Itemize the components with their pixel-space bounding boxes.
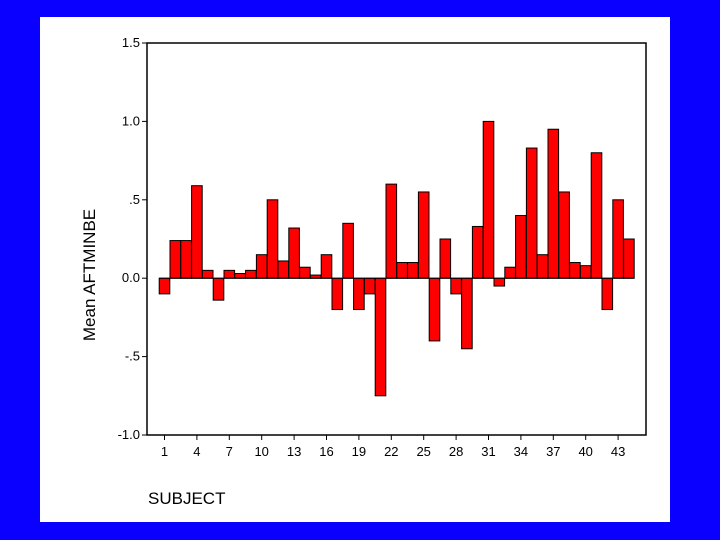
bar-subject-33 [504, 266, 516, 279]
bar-subject-8 [234, 272, 246, 279]
bar-subject-5 [201, 269, 214, 279]
bar-subject-37 [547, 128, 560, 279]
y-tick-label: 1.0 [122, 113, 140, 128]
bar-subject-31 [482, 120, 495, 279]
x-tick-label: 10 [254, 444, 268, 459]
bar-subject-39 [569, 262, 581, 279]
bar-subject-32 [493, 277, 506, 287]
y-axis-label: Mean AFTMINBE [80, 209, 99, 341]
x-tick-label: 19 [352, 444, 366, 459]
y-axis: 1.5 1.0 .5 0.0 -.5 -1.0 [118, 35, 147, 442]
x-tick-label: 1 [161, 444, 168, 459]
bar-subject-25 [417, 191, 430, 279]
bar-subject-12 [277, 260, 290, 279]
bar-subject-20 [363, 277, 376, 295]
bars-group [158, 120, 635, 397]
bar-subject-13 [288, 227, 300, 279]
x-tick-label: 40 [578, 444, 592, 459]
x-tick-label: 31 [481, 444, 495, 459]
bar-subject-3 [180, 240, 192, 279]
chart-panel: 1.5 1.0 .5 0.0 -.5 -1.0 1 4 7 10 13 16 19 22 25 28 31 34… [40, 17, 670, 522]
bar-subject-26 [428, 277, 441, 342]
bar-subject-41 [590, 152, 603, 279]
bar-subject-11 [266, 199, 279, 279]
x-tick-label: 16 [319, 444, 333, 459]
bar-subject-17 [331, 277, 344, 311]
bar-subject-34 [515, 214, 527, 279]
bar-subject-23 [396, 262, 408, 279]
bar-subject-4 [191, 185, 203, 279]
bar-subject-21 [374, 277, 387, 397]
y-tick-label: .5 [129, 192, 140, 207]
bar-subject-36 [536, 254, 549, 279]
y-tick-label: 0.0 [122, 270, 140, 285]
y-tick-label: -1.0 [118, 427, 140, 442]
x-tick-label: 37 [546, 444, 560, 459]
bar-subject-9 [245, 269, 257, 279]
x-tick-label: 22 [384, 444, 398, 459]
x-axis: 1 4 7 10 13 16 19 22 25 28 31 34 37 40 43 [161, 435, 625, 459]
bar-subject-28 [450, 277, 462, 295]
bar-subject-30 [471, 225, 484, 279]
bar-subject-22 [385, 183, 398, 279]
x-tick-label: 34 [514, 444, 528, 459]
x-tick-label: 4 [193, 444, 200, 459]
y-tick-label: 1.5 [122, 35, 140, 50]
bar-subject-2 [169, 240, 182, 279]
bar-subject-19 [353, 277, 365, 311]
bar-subject-14 [299, 266, 311, 279]
plot-frame [146, 42, 647, 436]
bar-subject-24 [407, 262, 419, 279]
x-tick-label: 13 [287, 444, 301, 459]
x-tick-label: 43 [611, 444, 625, 459]
bar-subject-16 [320, 254, 333, 279]
bar-subject-6 [212, 277, 225, 301]
x-tick-label: 7 [226, 444, 233, 459]
bar-subject-40 [579, 265, 592, 279]
bar-subject-1 [158, 277, 171, 295]
x-tick-label: 25 [416, 444, 430, 459]
bar-subject-29 [461, 277, 473, 350]
bar-subject-42 [601, 277, 614, 311]
bar-chart: 1.5 1.0 .5 0.0 -.5 -1.0 1 4 7 10 13 16 19 22 25 28 31 34… [80, 35, 647, 508]
bar-subject-7 [223, 269, 236, 279]
bar-subject-27 [439, 238, 452, 279]
x-axis-label: SUBJECT [148, 489, 225, 508]
x-tick-label: 28 [449, 444, 463, 459]
bar-subject-44 [623, 238, 635, 279]
bar-subject-43 [612, 199, 624, 279]
bar-subject-18 [342, 222, 354, 279]
y-tick-label: -.5 [125, 349, 140, 364]
bar-subject-38 [558, 191, 570, 279]
bar-subject-35 [525, 147, 538, 279]
bar-subject-10 [255, 254, 268, 279]
